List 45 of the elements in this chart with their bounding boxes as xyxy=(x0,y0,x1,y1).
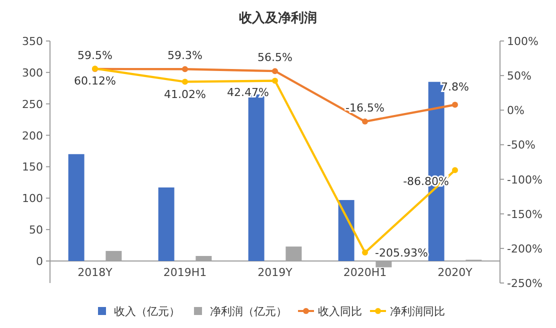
y2-tick-label: 100% xyxy=(507,35,538,48)
point xyxy=(182,78,188,85)
y2-tick-label: 0% xyxy=(507,104,524,118)
point xyxy=(182,66,188,72)
y2-tick-label: -100% xyxy=(507,173,542,186)
y-tick-label: 350 xyxy=(22,35,43,48)
y-tick-label: 100 xyxy=(22,192,43,206)
y-tick-label: 200 xyxy=(22,129,43,142)
point xyxy=(362,118,368,125)
data-label: 41.02% xyxy=(164,88,206,101)
bar xyxy=(68,154,84,261)
bar xyxy=(158,187,174,261)
bar xyxy=(338,200,354,261)
y2-tick-label: -150% xyxy=(507,208,542,221)
y-tick-label: 0 xyxy=(36,255,43,268)
y-tick-label: 150 xyxy=(22,160,43,174)
y-tick-label: 250 xyxy=(22,98,43,111)
legend-label: 收入同比 xyxy=(318,305,362,318)
x-tick-label: 2019Y xyxy=(258,266,293,279)
x-tick-label: 2020Y xyxy=(438,266,473,279)
point xyxy=(272,78,278,84)
y-tick-label: 300 xyxy=(22,66,43,80)
y2-tick-label: 50% xyxy=(507,70,532,83)
data-label: -16.5% xyxy=(346,102,384,115)
x-tick-label: 2019H1 xyxy=(163,266,207,279)
data-label: 56.5% xyxy=(258,51,292,64)
y2-tick-label: -200% xyxy=(507,242,542,256)
data-label: 59.5% xyxy=(78,49,112,62)
x-tick-label: 2020H1 xyxy=(343,266,387,279)
data-label: 60.12% xyxy=(74,74,116,88)
point xyxy=(362,250,368,256)
data-label: 59.3% xyxy=(168,49,202,62)
point xyxy=(272,68,278,74)
y2-tick-label: -250% xyxy=(507,277,542,290)
legend-label: 收入（亿元） xyxy=(114,305,180,318)
y2-tick-label: -50% xyxy=(507,138,536,152)
point xyxy=(452,102,458,108)
chart-title: 收入及净利润 xyxy=(239,10,317,26)
data-label: 42.47% xyxy=(227,86,269,99)
point xyxy=(452,167,458,174)
x-tick-label: 2018Y xyxy=(78,266,113,279)
data-label: -205.93% xyxy=(375,246,428,260)
legend-label: 净利润同比 xyxy=(390,305,445,318)
legend-label: 净利润（亿元） xyxy=(210,305,287,318)
y-tick-label: 50 xyxy=(29,224,43,237)
